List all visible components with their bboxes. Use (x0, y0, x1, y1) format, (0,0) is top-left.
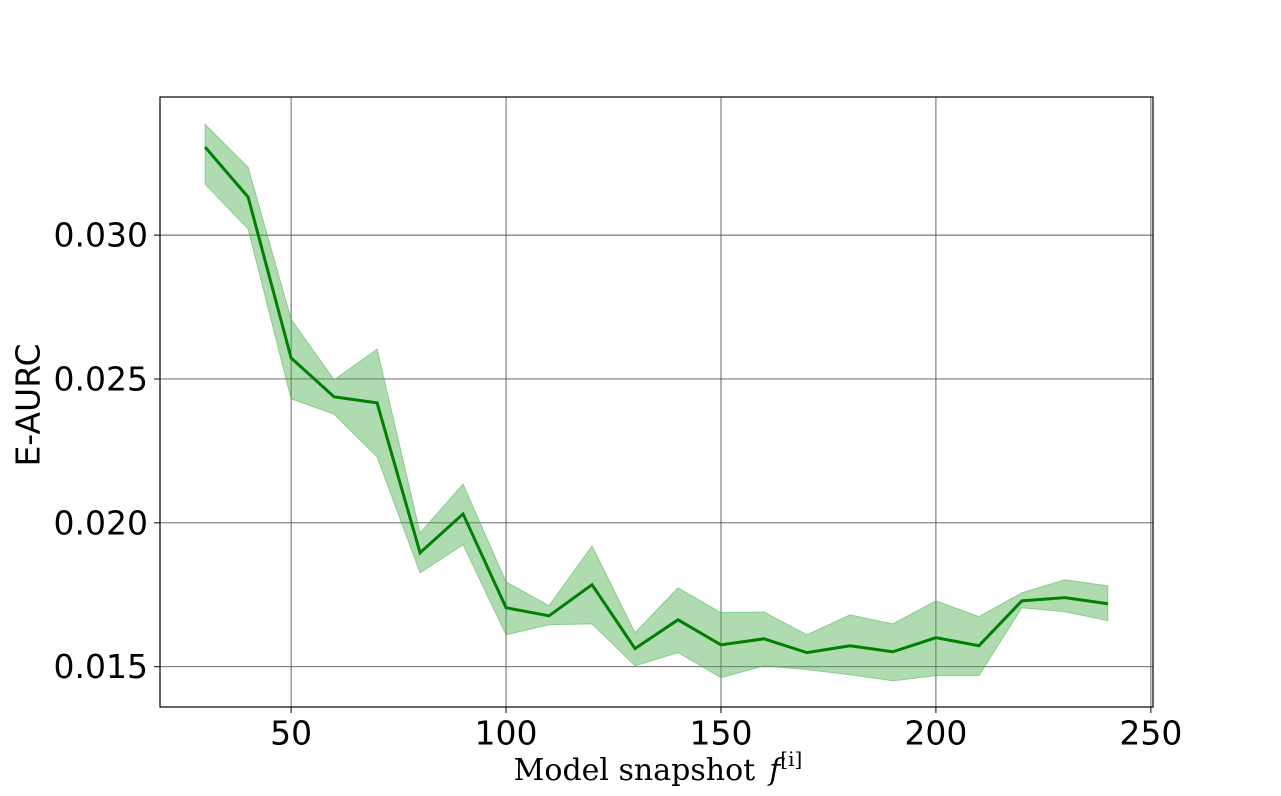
x-tick-label: 250 (1119, 714, 1182, 753)
plot-area (160, 97, 1153, 707)
x-tick-label: 50 (270, 714, 312, 753)
x-tick-label: 200 (904, 714, 967, 753)
x-tick-label: 150 (689, 714, 752, 753)
axes-frame (159, 96, 1154, 708)
confidence-band (204, 123, 1109, 682)
x-axis-label-superscript: [i] (780, 747, 802, 771)
x-tick-label: 100 (475, 714, 538, 753)
y-tick-label: 0.030 (54, 216, 148, 255)
y-tick-label: 0.020 (54, 503, 148, 542)
y-tick-label: 0.025 (54, 359, 148, 398)
x-axis-label: Model snapshot f[i] (514, 747, 803, 789)
y-axis-label: E-AURC (9, 343, 48, 466)
line (203, 146, 1109, 655)
x-axis-label-text: Model snapshot (514, 753, 756, 788)
y-tick-label: 0.015 (54, 647, 148, 686)
